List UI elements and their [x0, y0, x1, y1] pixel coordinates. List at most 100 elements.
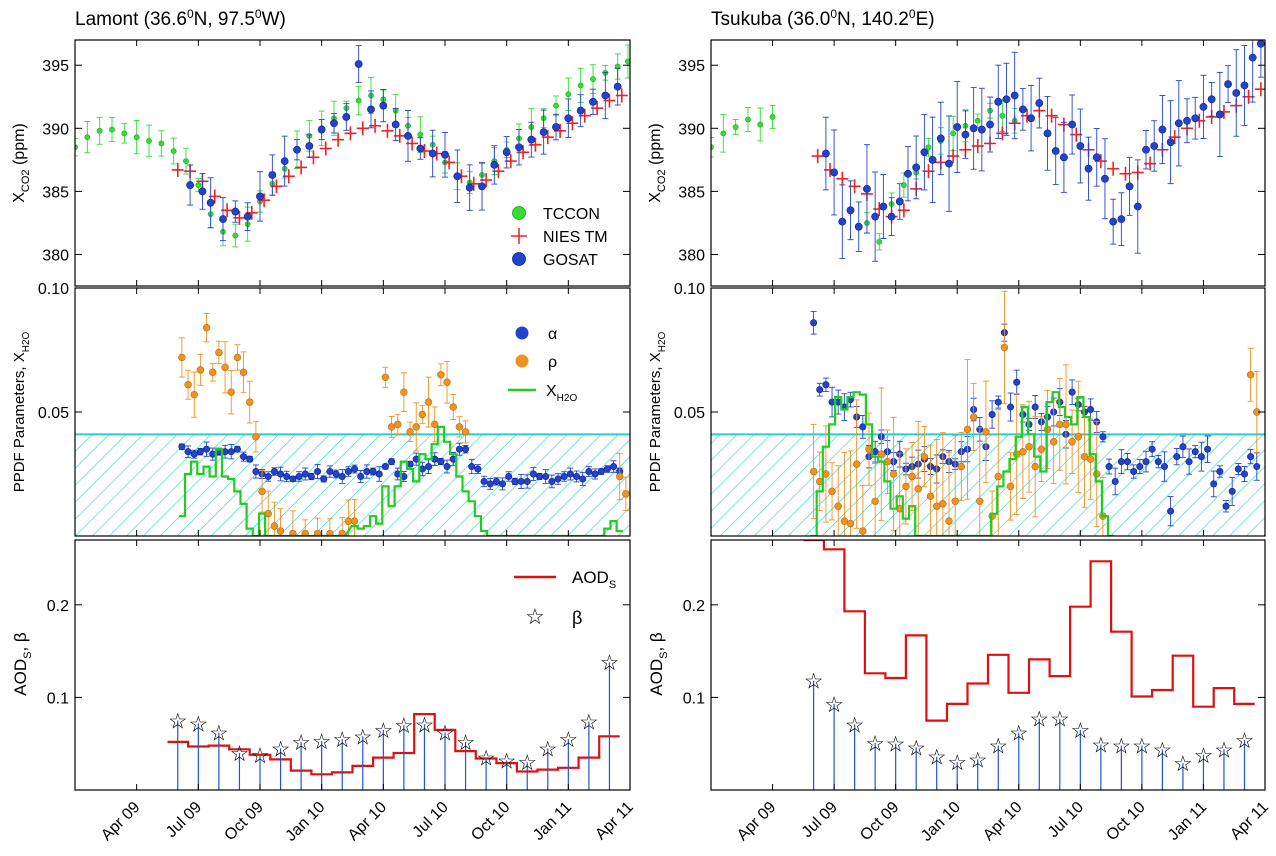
data-point	[542, 472, 550, 480]
data-point	[301, 529, 309, 536]
xtick-label: Apr 10	[345, 799, 390, 844]
beta-star: ☆	[1112, 734, 1132, 759]
data-point	[219, 215, 227, 224]
panel-5-marks: ☆☆☆☆ ☆ ☆ ☆ ☆ ☆☆☆☆ ☆ ☆☆ ☆ ☆ ☆☆ ☆ ☆ ☆	[803, 540, 1255, 790]
ytick-label: 390	[678, 121, 705, 138]
beta-star: ☆	[538, 736, 558, 761]
data-point	[945, 159, 953, 168]
legend-rho-label: ρ	[548, 354, 557, 371]
data-point	[585, 468, 593, 476]
data-point	[1166, 138, 1175, 147]
xtick-label: Jul 09	[163, 799, 205, 841]
data-point	[351, 465, 359, 473]
data-point	[490, 160, 499, 169]
data-point	[317, 125, 326, 134]
data-point	[1105, 463, 1113, 471]
left-aod-ylabel: AODS, β	[11, 632, 34, 696]
data-point	[428, 149, 437, 158]
data-point	[1150, 142, 1159, 150]
data-point	[215, 348, 223, 357]
data-point	[1240, 470, 1248, 478]
data-point	[388, 458, 396, 466]
data-point	[1060, 153, 1068, 162]
data-point	[1240, 81, 1249, 90]
data-point	[357, 472, 365, 480]
data-point	[908, 472, 916, 481]
beta-star: ☆	[558, 727, 578, 752]
data-point	[1111, 477, 1119, 485]
data-point	[455, 445, 463, 453]
beta-star: ☆	[1173, 751, 1193, 776]
data-point	[994, 472, 1002, 481]
beta-star: ☆	[271, 736, 291, 761]
data-point	[925, 144, 932, 151]
data-point	[301, 470, 309, 478]
data-point	[233, 445, 241, 453]
data-point	[283, 472, 291, 480]
data-point	[945, 517, 953, 525]
beta-star: ☆	[804, 669, 824, 694]
aod-step-line	[803, 540, 1255, 722]
data-point	[354, 60, 363, 68]
beta-star: ☆	[1132, 734, 1152, 759]
data-point	[1049, 438, 1058, 446]
data-point	[233, 353, 242, 362]
data-point	[314, 468, 322, 476]
data-point	[871, 497, 879, 505]
data-point	[822, 149, 830, 158]
ytick-label: 380	[678, 247, 705, 264]
panel-2-marks	[75, 313, 630, 536]
data-point	[1062, 420, 1070, 429]
data-point	[412, 423, 420, 431]
data-point	[206, 198, 215, 207]
beta-star: ☆	[476, 746, 496, 771]
data-point	[437, 458, 445, 466]
ytick-label: 385	[42, 184, 69, 201]
data-point	[502, 148, 511, 157]
data-point	[96, 127, 103, 134]
data-point	[1007, 403, 1015, 411]
data-point	[1183, 116, 1191, 125]
data-point	[1074, 433, 1082, 441]
legend-tccon-label: TCCON	[543, 206, 600, 223]
data-point	[904, 169, 912, 178]
ytick-label: 0.05	[674, 405, 705, 422]
data-point	[573, 472, 581, 480]
panel-4-marks: ☆ ☆ ☆☆ ☆ ☆ ☆ ☆ ☆ ☆ ☆ ☆ ☆ ☆ ☆☆ ☆ ☆☆ ☆☆☆	[167, 650, 620, 790]
data-point	[232, 232, 239, 239]
data-point	[270, 522, 279, 530]
data-point	[320, 475, 328, 483]
legend-alpha-label: α	[548, 326, 557, 343]
data-point	[363, 468, 371, 476]
data-point	[834, 502, 842, 510]
data-point	[871, 212, 880, 221]
data-point	[1099, 433, 1107, 441]
data-point	[183, 158, 189, 165]
data-point	[196, 448, 204, 456]
data-point	[527, 135, 536, 144]
data-point	[1080, 452, 1089, 461]
beta-star: ☆	[435, 721, 455, 746]
data-point	[203, 445, 211, 453]
data-point	[887, 212, 896, 221]
beta-star: ☆	[886, 732, 906, 757]
data-point	[912, 163, 921, 172]
data-point	[838, 217, 847, 226]
beta-star: ☆	[1214, 737, 1234, 762]
data-point	[381, 373, 390, 381]
data-point	[455, 423, 464, 431]
data-point	[326, 468, 334, 476]
data-point	[895, 197, 904, 206]
data-point	[928, 155, 937, 164]
data-point	[289, 529, 297, 536]
data-point	[387, 423, 396, 431]
xtick-label: Jul 09	[799, 799, 841, 841]
beta-star: ☆	[1194, 743, 1214, 768]
data-point	[809, 467, 818, 476]
data-point	[879, 202, 888, 211]
data-point	[270, 468, 278, 476]
ytick-label: 380	[42, 247, 69, 264]
data-point	[184, 381, 192, 389]
data-point	[539, 128, 548, 136]
